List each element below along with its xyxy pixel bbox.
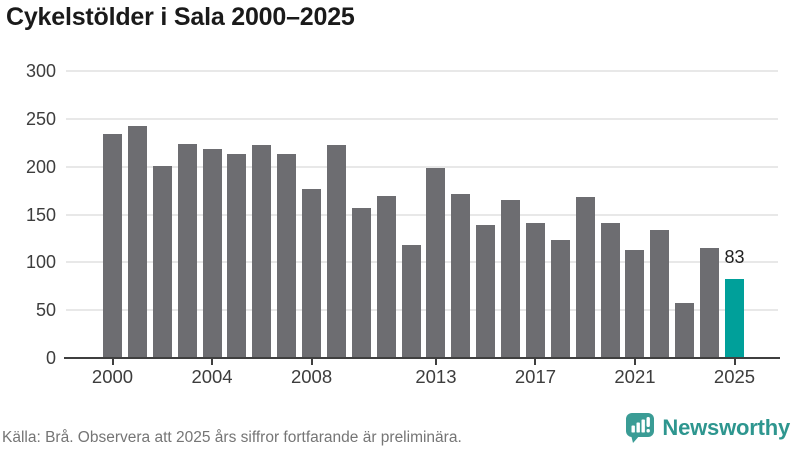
bar-2012 [401, 245, 421, 358]
y-axis-label: 0 [45, 348, 56, 368]
bar-2011 [376, 196, 396, 358]
x-axis-tick-2017 [534, 358, 537, 365]
x-axis-tick-2008 [310, 358, 313, 365]
y-axis-label: 50 [35, 300, 56, 321]
x-axis-tick-2004 [211, 358, 214, 365]
gridline-200 [66, 165, 778, 168]
y-axis-label: 300 [25, 61, 56, 81]
bar-2017 [525, 223, 545, 358]
bar-2022 [650, 229, 670, 358]
x-axis-tick-2021 [633, 358, 636, 365]
bar-2001 [127, 125, 147, 358]
gridline-50 [66, 309, 778, 312]
x-axis-label: 2004 [191, 366, 233, 387]
x-axis-label: 2013 [415, 366, 457, 387]
bar-2015 [476, 225, 496, 358]
y-axis-label: 150 [25, 204, 56, 225]
y-axis-label: 200 [25, 156, 56, 177]
y-axis-label: 100 [25, 252, 56, 273]
bar-2008 [302, 188, 322, 358]
x-axis-line [64, 357, 780, 359]
source-note: Källa: Brå. Observera att 2025 års siffr… [2, 429, 462, 446]
bar-2000 [103, 134, 122, 358]
bar-2019 [575, 197, 595, 358]
bar-2007 [277, 154, 297, 358]
x-axis-tick-2000 [111, 358, 114, 365]
x-axis-label: 2025 [713, 366, 756, 387]
highlight-value-label: 83 [724, 246, 745, 267]
bar-2005 [227, 154, 247, 358]
bar-2014 [451, 194, 471, 358]
x-axis-label: 2008 [290, 366, 333, 387]
newsworthy-logo: Newsworthy [625, 411, 790, 445]
bar-2004 [202, 149, 222, 358]
bar-2013 [426, 167, 446, 358]
x-axis-label: 2017 [514, 366, 557, 387]
x-axis-tick-2013 [434, 358, 437, 365]
bar-2024 [700, 247, 720, 358]
bar-2020 [600, 223, 620, 358]
bar-2002 [152, 165, 172, 358]
bar-2021 [625, 249, 645, 358]
gridline-300 [66, 70, 778, 72]
x-axis-label: 2021 [614, 366, 656, 387]
x-axis-tick-2025 [733, 358, 736, 365]
bar-2025 [725, 278, 744, 358]
bar-2010 [351, 207, 371, 358]
chart-title: Cykelstölder i Sala 2000–2025 [6, 3, 355, 31]
bar-2003 [177, 143, 197, 358]
bar-2009 [326, 144, 346, 358]
bar-2018 [550, 240, 570, 358]
brand-name: Newsworthy [662, 415, 790, 440]
gridline-150 [66, 213, 778, 216]
bar-2016 [501, 200, 521, 358]
gridline-100 [66, 261, 778, 264]
bar-2006 [252, 144, 272, 358]
y-axis-label: 250 [25, 108, 56, 129]
newsworthy-bubble-chart-icon [626, 413, 655, 443]
bar-2023 [675, 303, 695, 358]
plot-area: 0 50 100 150 200 250 300 2000 2004 2008 2013 2017 20… [25, 61, 780, 387]
gridline-250 [66, 117, 778, 120]
x-axis-label: 2000 [91, 366, 134, 387]
